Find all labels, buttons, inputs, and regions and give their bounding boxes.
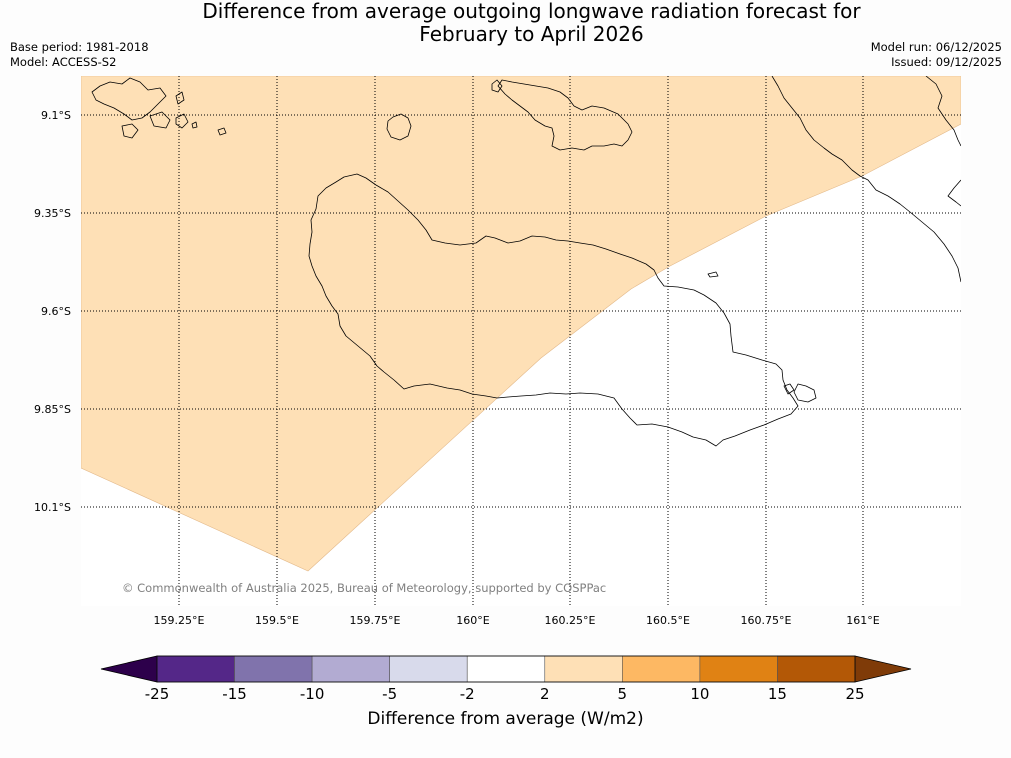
colorbar-extend-min [100, 655, 158, 683]
coastline-russell-islet-2 [149, 111, 171, 129]
colorbar-tick-label: -5 [382, 685, 397, 703]
colorbar-bin [311, 655, 390, 683]
lat-label: 10.1°S [34, 501, 71, 514]
coastline-florida-islet [491, 79, 503, 93]
model-name: Model: ACCESS-S2 [10, 55, 117, 69]
lon-label: 159.75°E [350, 614, 401, 627]
colorbar-bin [466, 655, 546, 683]
colorbar-bin [389, 655, 468, 683]
lat-label: 9.6°S [41, 305, 71, 318]
lat-label: 9.35°S [34, 207, 71, 220]
colorbar-tick-label: -25 [145, 685, 170, 703]
colorbar-tick-label: -2 [460, 685, 475, 703]
lon-label: 160.75°E [741, 614, 792, 627]
coastline-russell-islet-5 [217, 127, 227, 136]
lat-label: 9.1°S [41, 109, 71, 122]
colorbar-bin [699, 655, 778, 683]
coastline-malaita [771, 76, 961, 283]
colorbar: -25 -15 -10 -5 -2 2 5 10 15 25 [100, 655, 912, 703]
lon-label: 159.25°E [154, 614, 205, 627]
colorbar-outline [156, 655, 856, 683]
colorbar-extend-max [854, 655, 912, 683]
colorbar-bin [622, 655, 701, 683]
colorbar-tick-label: 10 [690, 685, 709, 703]
meta-right: Model run: 06/12/2025 Issued: 09/12/2025 [871, 40, 1002, 70]
coastline-marau-islet-2 [783, 383, 795, 395]
colorbar-label: Difference from average (W/m2) [367, 709, 644, 729]
title-line-2: February to April 2026 [419, 22, 644, 46]
coastline-russell-islet-1 [121, 123, 139, 139]
colorbar-tick-label: 2 [540, 685, 550, 703]
colorbar-bin [234, 655, 313, 683]
coastline-russell-islet-6 [191, 121, 198, 129]
coastline-malaita-north [925, 76, 961, 147]
coastline-marau-islets [793, 383, 817, 403]
base-period: Base period: 1981-2018 [10, 40, 149, 54]
title-line-1: Difference from average outgoing longwav… [202, 0, 861, 23]
lon-label: 160.25°E [545, 614, 596, 627]
coastlines [91, 76, 961, 447]
colorbar-tick-label: 15 [768, 685, 787, 703]
meta-left: Base period: 1981-2018 Model: ACCESS-S2 [10, 40, 149, 70]
colorbar-bin [544, 655, 623, 683]
colorbar-bin [156, 655, 235, 683]
coastline-islet-east [707, 271, 719, 278]
coastline-savo-island [386, 113, 412, 141]
coastline-guadalcanal [308, 173, 799, 447]
colorbar-bin [777, 655, 856, 683]
colorbar-tick-label: 25 [845, 685, 864, 703]
anomaly-region [81, 76, 961, 572]
longitude-labels: 159.25°E 159.5°E 159.75°E 160°E 160.25°E 160.… [154, 614, 880, 627]
model-run: Model run: 06/12/2025 [870, 40, 1002, 54]
chart-title: Difference from average outgoing longwav… [0, 0, 1011, 46]
coastline-malaita-east [947, 179, 961, 207]
gridlines [81, 76, 961, 606]
issued-date: Issued: 09/12/2025 [891, 55, 1002, 69]
coastline-florida-islands [497, 79, 633, 151]
coastline-russell-islet-3 [175, 91, 185, 105]
colorbar-tick-label: -15 [222, 685, 247, 703]
lon-label: 160°E [456, 614, 489, 627]
map-panel [81, 76, 961, 606]
lon-label: 161°E [846, 614, 879, 627]
lon-label: 159.5°E [255, 614, 299, 627]
coastline-russell-islands [91, 77, 167, 121]
colorbar-tick-label: -10 [300, 685, 325, 703]
colorbar-tick-label: 5 [618, 685, 628, 703]
latitude-labels: 9.1°S 9.35°S 9.6°S 9.85°S 10.1°S [34, 109, 71, 514]
coastline-russell-islet-4 [175, 113, 189, 129]
lat-label: 9.85°S [34, 403, 71, 416]
lon-label: 160.5°E [646, 614, 690, 627]
copyright-text: © Commonwealth of Australia 2025, Bureau… [122, 581, 606, 595]
